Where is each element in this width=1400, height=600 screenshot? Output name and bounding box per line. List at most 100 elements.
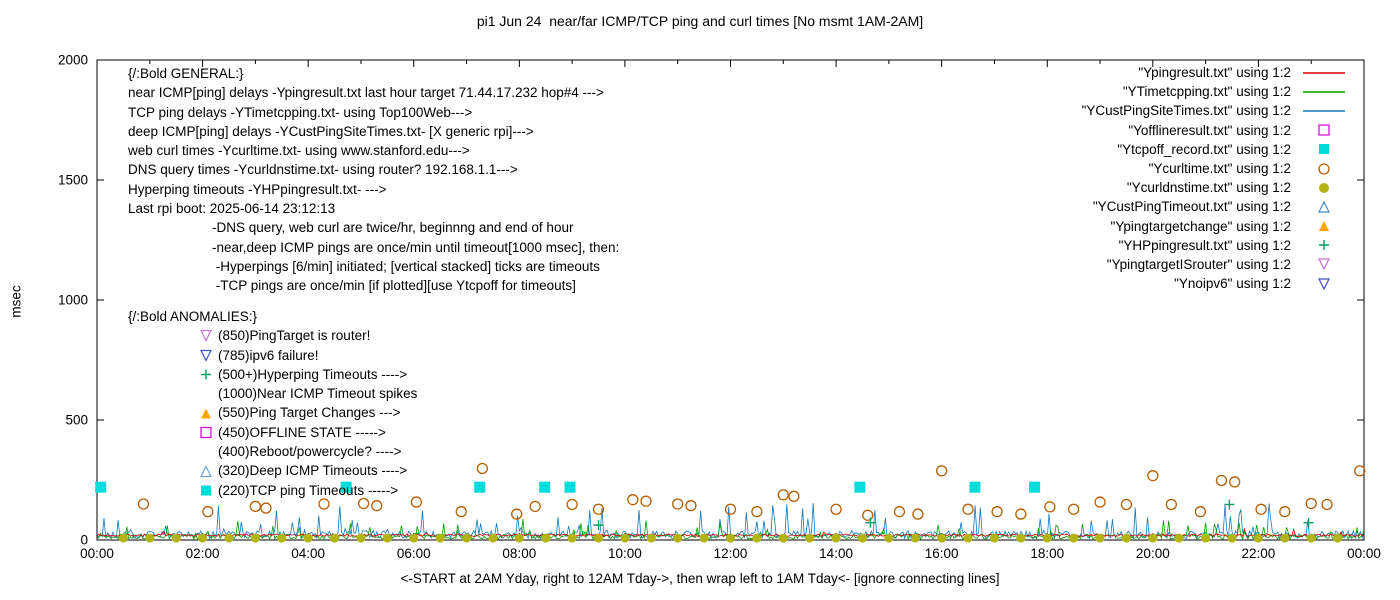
svg-text:1500: 1500 (58, 173, 88, 188)
svg-text:00:00: 00:00 (80, 546, 114, 561)
violet-down-triangle-icon (1318, 258, 1330, 271)
anomaly-text: (220)TCP ping Timeouts -----> (218, 482, 399, 498)
svg-text:22:00: 22:00 (1242, 546, 1276, 561)
legend-label: "YCustPingTimeout.txt" using 1:2 (1092, 199, 1291, 215)
legend-label: "Ytcpoff_record.txt" using 1:2 (1117, 141, 1291, 157)
annotation-line: {/:Bold GENERAL:} (128, 66, 244, 81)
blue-line-icon (1303, 110, 1345, 112)
anomalies-annotations: {/:Bold ANOMALIES:} (850)PingTarget is ro… (128, 307, 417, 500)
green-plus-icon (201, 369, 211, 380)
annotation-line: near ICMP[ping] delays -Ypingresult.txt … (128, 85, 604, 101)
legend-label: "YTimetcpping.txt" using 1:2 (1122, 84, 1291, 100)
legend-item: "Ypingresult.txt" using 1:2 (1082, 63, 1347, 82)
general-annotations: {/:Bold GENERAL:} near ICMP[ping] delays … (128, 64, 619, 296)
svg-text:20:00: 20:00 (1136, 546, 1170, 561)
orange-filled-triangle-icon (201, 408, 211, 419)
anomaly-text: (500+)Hyperping Timeouts ----> (218, 366, 408, 382)
anomaly-text: (1000)Near ICMP Timeout spikes (218, 386, 418, 402)
annotation-line: TCP ping delays -YTimetcpping.txt- using… (128, 104, 473, 120)
annotation-line: -DNS query, web curl are twice/hr, begin… (212, 220, 574, 236)
legend-label: "YHPpingresult.txt" using 1:2 (1118, 237, 1291, 253)
x-axis-label: <-START at 2AM Yday, right to 12AM Tday-… (400, 571, 1000, 586)
anomalies-header: {/:Bold ANOMALIES:} (128, 309, 258, 324)
svg-text:2000: 2000 (58, 53, 88, 68)
legend-item: "YHPpingresult.txt" using 1:2 (1082, 236, 1347, 255)
legend-item: "Ycurltime.txt" using 1:2 (1082, 159, 1347, 178)
anomaly-text: (320)Deep ICMP Timeouts ----> (218, 463, 408, 479)
anomaly-line: (220)TCP ping Timeouts -----> (128, 481, 417, 500)
legend-item: "Ynoipv6" using 1:2 (1082, 274, 1347, 293)
blue-open-triangle-icon (200, 464, 212, 477)
svg-text:0: 0 (80, 533, 88, 548)
y-axis-label: msec (8, 285, 24, 318)
annotation-line: -near,deep ICMP pings are once/min until… (212, 239, 620, 255)
legend-label: "YCustPingSiteTimes.txt" using 1:2 (1081, 103, 1291, 119)
svg-text:16:00: 16:00 (925, 546, 959, 561)
blue-down-triangle-icon (1318, 278, 1330, 290)
tick-labels: 00:00 02:00 04:00 06:00 08:00 10:00 12:00 14:00… (58, 53, 1381, 562)
svg-text:500: 500 (65, 413, 88, 428)
violet-down-triangle-icon (200, 330, 212, 343)
svg-text:06:00: 06:00 (397, 546, 431, 561)
magenta-open-square-icon (200, 426, 212, 439)
annotation-line: -Hyperpings [6/min] initiated; [vertical… (212, 258, 600, 274)
series-Ycurldnstime.txt (118, 533, 1343, 543)
green-plus-icon (1319, 240, 1329, 251)
svg-text:02:00: 02:00 (186, 546, 220, 561)
legend-item: "Yofflineresult.txt" using 1:2 (1082, 121, 1347, 140)
anomaly-line: (785)ipv6 failure! (128, 346, 417, 365)
legend-label: "Ynoipv6" using 1:2 (1174, 276, 1291, 292)
anomaly-line: (400)Reboot/powercycle? ----> (128, 442, 417, 461)
svg-text:00:00: 00:00 (1347, 546, 1381, 561)
orange-filled-triangle-icon (1319, 221, 1329, 232)
chart-title: pi1 Jun 24 near/far ICMP/TCP ping and cu… (476, 13, 924, 29)
svg-text:14:00: 14:00 (819, 546, 853, 561)
legend-label: "Ycurltime.txt" using 1:2 (1148, 161, 1291, 177)
svg-text:10:00: 10:00 (608, 546, 642, 561)
anomaly-text: (850)PingTarget is router! (218, 328, 371, 344)
legend-label: "Ypingtargetchange" using 1:2 (1110, 218, 1291, 234)
svg-text:04:00: 04:00 (291, 546, 325, 561)
olive-filled-circle-icon (1319, 182, 1329, 193)
anomaly-line: (850)PingTarget is router! (128, 326, 417, 345)
legend-item: "Ytcpoff_record.txt" using 1:2 (1082, 140, 1347, 159)
legend-label: "Ypingresult.txt" using 1:2 (1138, 65, 1291, 81)
legend-item: "YCustPingSiteTimes.txt" using 1:2 (1082, 101, 1347, 120)
legend-item: "YCustPingTimeout.txt" using 1:2 (1082, 197, 1347, 216)
legend-label: "YpingtargetISrouter" using 1:2 (1106, 256, 1291, 272)
svg-text:12:00: 12:00 (714, 546, 748, 561)
blue-down-triangle-icon (200, 349, 212, 362)
magenta-open-square-icon (1318, 124, 1330, 136)
anomaly-line: (1000)Near ICMP Timeout spikes (128, 384, 417, 403)
annotation-line: web curl times -Ycurltime.txt- using www… (128, 143, 470, 159)
cyan-filled-square-icon (1319, 144, 1329, 155)
red-line-icon (1303, 71, 1345, 74)
cyan-filled-square-icon (201, 485, 211, 496)
series-YHPpingresult.txt (593, 499, 1314, 531)
legend-label: "Yofflineresult.txt" using 1:2 (1128, 122, 1291, 138)
legend-item: "YTimetcpping.txt" using 1:2 (1082, 82, 1347, 101)
svg-text:08:00: 08:00 (502, 546, 536, 561)
svg-text:1000: 1000 (58, 293, 88, 308)
legend-label: "Ycurldnstime.txt" using 1:2 (1126, 180, 1291, 196)
green-line-icon (1303, 90, 1345, 93)
orange-open-circle-icon (1318, 162, 1330, 175)
annotation-line: Last rpi boot: 2025-06-14 23:12:13 (128, 201, 336, 217)
legend-item: "Ypingtargetchange" using 1:2 (1082, 217, 1347, 236)
blue-open-triangle-icon (1318, 200, 1330, 213)
no-icon (198, 387, 214, 400)
legend-item: "Ycurldnstime.txt" using 1:2 (1082, 178, 1347, 197)
anomaly-text: (450)OFFLINE STATE -----> (218, 424, 386, 440)
annotation-line: Hyperping timeouts -YHPpingresult.txt- -… (128, 181, 387, 197)
annotation-line: -TCP pings are once/min [if plotted][use… (212, 278, 576, 294)
legend-item: "YpingtargetISrouter" using 1:2 (1082, 255, 1347, 274)
anomaly-line: (450)OFFLINE STATE -----> (128, 423, 417, 442)
series-Ycurltime.txt (137, 462, 1366, 521)
anomaly-text: (400)Reboot/powercycle? ----> (218, 444, 402, 460)
anomaly-line: (550)Ping Target Changes ---> (128, 403, 417, 422)
anomaly-text: (550)Ping Target Changes ---> (218, 405, 401, 421)
no-icon (198, 445, 214, 458)
anomaly-line: (320)Deep ICMP Timeouts ----> (128, 461, 417, 480)
